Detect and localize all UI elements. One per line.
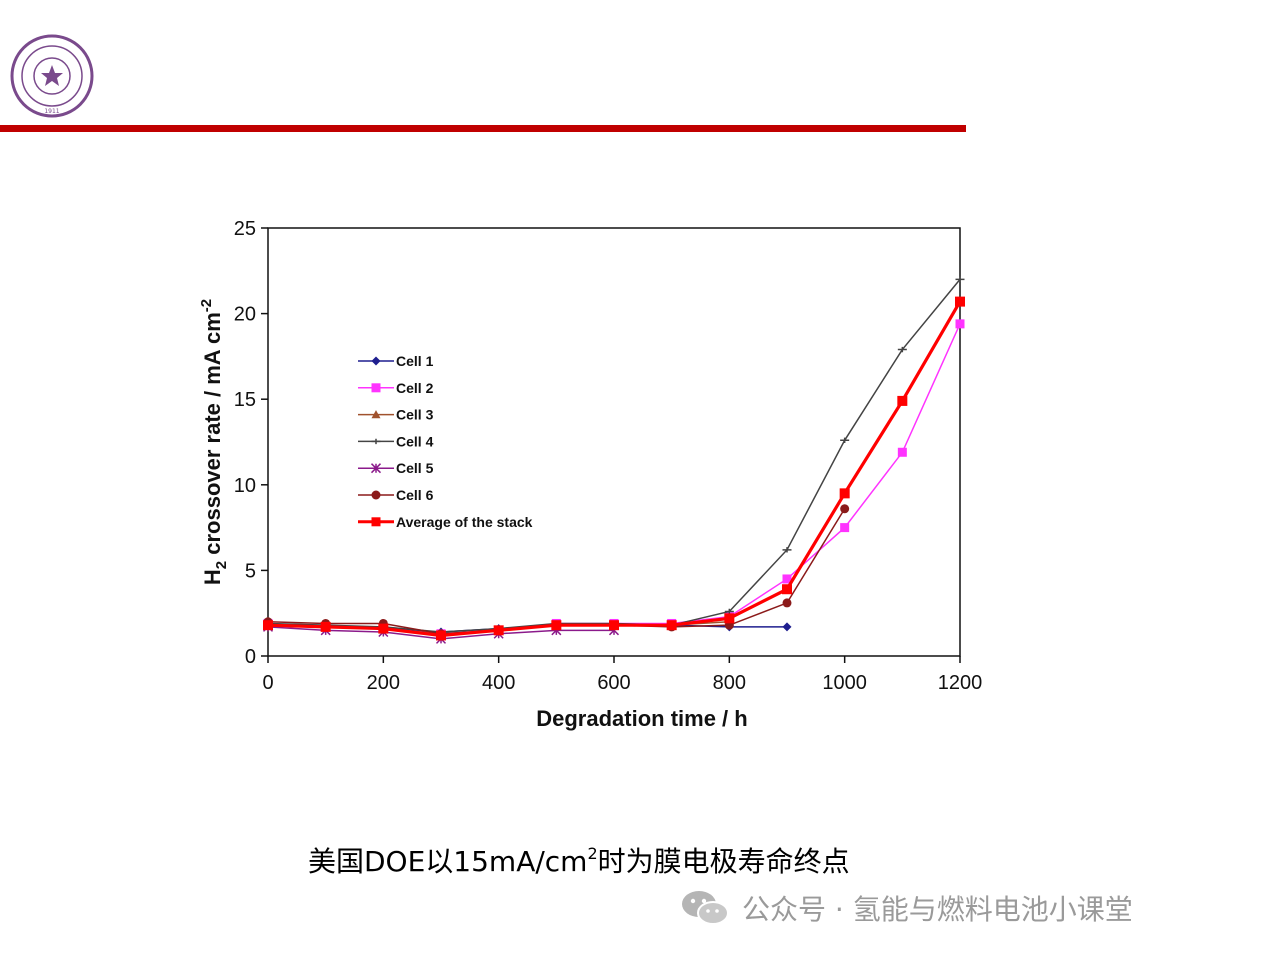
x-tick-label: 200 [367,672,400,694]
series-line [267,278,961,633]
data-point [782,622,792,632]
legend-marker [371,356,381,366]
data-point [840,523,850,533]
legend-item: Average of the stack [358,514,533,530]
x-tick-label: 400 [482,672,515,694]
legend-label: Cell 3 [396,407,434,423]
legend-item: Cell 5 [358,460,434,476]
x-tick-label: 1000 [822,672,867,694]
x-tick-label: 800 [713,672,746,694]
data-point [897,447,907,457]
series-2 [263,319,965,639]
data-point [839,488,850,499]
data-point [724,613,735,624]
data-point [666,620,677,631]
data-point [782,547,792,553]
watermark: 公众号 · 氢能与燃料电池小课堂 [680,886,1133,930]
y-tick-label: 0 [245,646,256,668]
legend-label: Cell 5 [396,460,434,476]
y-axis-title: H2 crossover rate / mA cm-2 [198,299,230,585]
data-point [782,574,792,584]
caption-text-before: 美国DOE以15mA/cm [308,845,588,878]
data-point [551,620,562,631]
data-point [840,437,850,443]
y-tick-label: 20 [234,304,256,326]
series-4 [263,276,965,635]
data-point [436,630,446,641]
legend-item: Cell 1 [358,353,434,369]
x-tick-label: 0 [262,672,273,694]
legend-marker [370,463,382,474]
legend-marker [371,410,381,419]
y-tick-label: 5 [245,560,256,582]
legend-label: Cell 1 [396,353,434,369]
header-divider [0,125,966,132]
x-tick-label: 1200 [938,672,983,694]
caption-superscript: 2 [587,844,598,863]
data-point [493,625,504,636]
wechat-icon [682,891,729,925]
series-line [267,323,961,635]
legend-label: Cell 2 [396,380,434,396]
y-tick-label: 15 [234,389,256,411]
series-layer [262,276,965,644]
data-point [840,504,850,514]
data-point [378,623,389,634]
legend-marker [371,490,381,500]
svg-text:1911: 1911 [44,108,59,115]
legend-marker [371,438,381,445]
data-point [320,621,331,632]
caption: 美国DOE以15mA/cm2时为膜电极寿命终点 [308,840,850,880]
data-point [897,346,907,353]
data-point [955,276,965,283]
university-seal-logo: 1911 [10,34,94,118]
data-point [263,620,273,631]
x-tick-label: 600 [597,672,630,694]
data-point [782,598,792,608]
data-point [724,608,734,615]
series-7 [263,296,965,641]
data-point [897,395,908,406]
data-point [955,296,965,307]
data-point [609,620,619,631]
legend-marker [371,517,381,527]
legend-item: Cell 2 [358,380,434,396]
legend-label: Average of the stack [396,514,533,530]
series-line [267,508,846,635]
series-6 [263,504,850,639]
y-tick-label: 25 [234,218,256,240]
watermark-text: 公众号 · 氢能与燃料电池小课堂 [742,893,1133,926]
legend-item: Cell 4 [358,433,434,449]
legend-label: Cell 4 [396,433,434,449]
legend-item: Cell 6 [358,487,434,503]
y-tick-label: 10 [234,475,256,497]
axis-ticks: 0 200 400 600 800 1000 1200 0 5 10 15 20 25 [234,218,983,694]
data-point [782,584,792,595]
x-axis-title: Degradation time / h [536,706,747,731]
legend: Cell 1 Cell 2 Cell 3 Cell 4 Cell 5 Cell 6 Aver… [358,353,533,530]
legend-marker [371,383,381,393]
data-point [955,319,965,329]
legend-item: Cell 3 [358,407,434,423]
caption-text-after: 时为膜电极寿命终点 [597,845,850,878]
legend-label: Cell 6 [396,487,434,503]
